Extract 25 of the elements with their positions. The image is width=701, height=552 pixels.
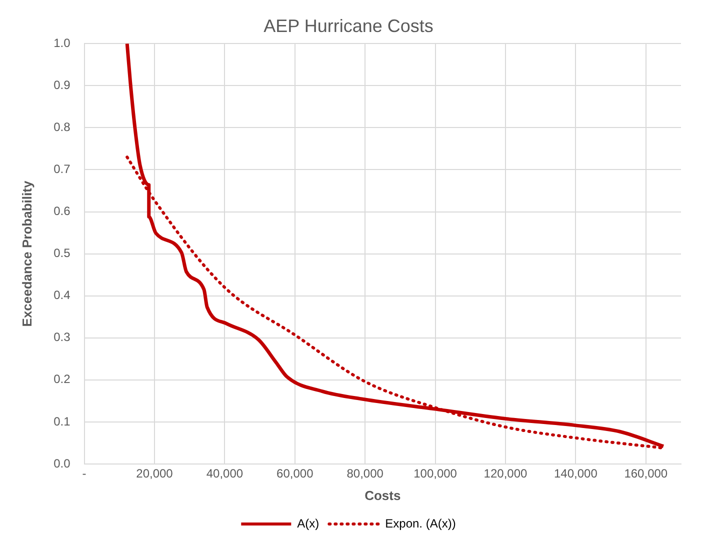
y-tick-label: 0.0 xyxy=(54,456,71,470)
y-tick-label: 0.7 xyxy=(54,162,71,176)
x-tick-label: 140,000 xyxy=(554,466,598,481)
y-tick-label: 0.1 xyxy=(54,414,71,428)
x-tick-label: 100,000 xyxy=(414,466,458,481)
y-tick-label: 0.4 xyxy=(54,288,71,302)
y-tick-label: 0.6 xyxy=(54,204,71,218)
y-tick-label: 0.2 xyxy=(54,372,71,386)
y-tick-label: 1.0 xyxy=(54,36,71,50)
legend-label: Expon. (A(x)) xyxy=(385,516,456,530)
chart-title: AEP Hurricane Costs xyxy=(264,16,434,36)
legend-label: A(x) xyxy=(297,516,320,530)
y-tick-label: 0.3 xyxy=(54,330,71,344)
x-tick-label: 60,000 xyxy=(276,466,314,481)
x-axis-title: Costs xyxy=(364,488,401,503)
x-tick-label: 20,000 xyxy=(136,466,174,481)
x-tick-label: 120,000 xyxy=(484,466,528,481)
y-tick-label: 0.5 xyxy=(54,246,71,260)
x-tick-label: 160,000 xyxy=(624,466,668,481)
y-tick-label: 0.8 xyxy=(54,120,71,134)
x-tick-label: - xyxy=(82,466,86,481)
y-axis-title: Exceedance Probability xyxy=(19,180,34,327)
y-tick-label: 0.9 xyxy=(54,78,71,92)
x-tick-label: 80,000 xyxy=(346,466,384,481)
x-tick-label: 40,000 xyxy=(206,466,244,481)
